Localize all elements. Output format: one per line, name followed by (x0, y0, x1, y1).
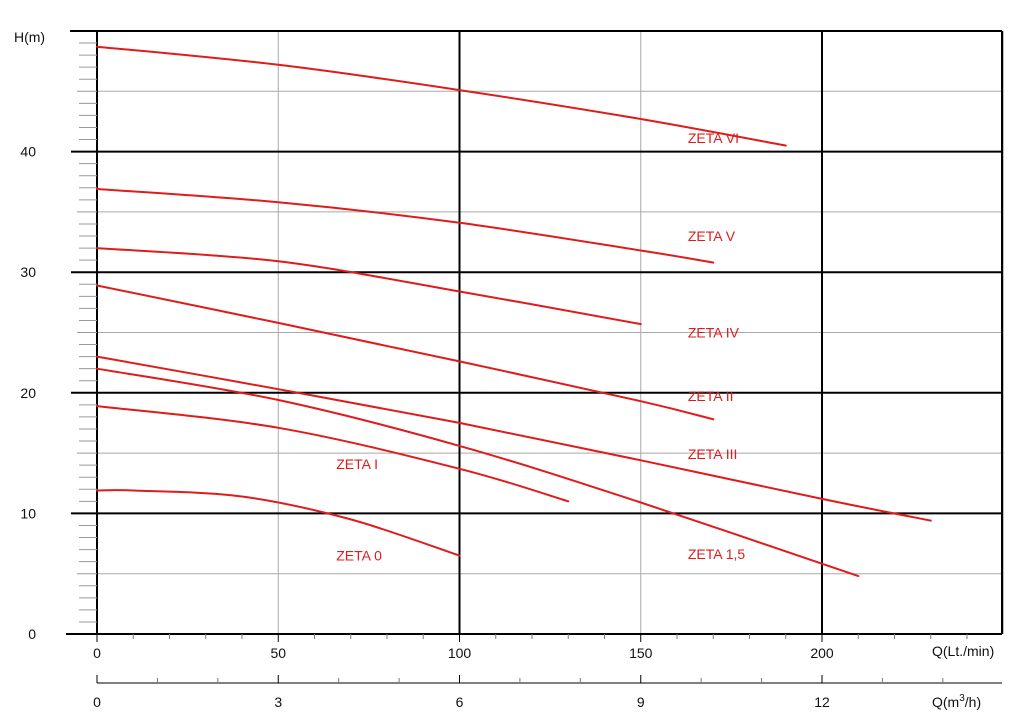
series-labels: ZETA VI ZETA V ZETA IV ZETA II ZETA III ZETA … (336, 130, 745, 563)
y-axis-label: H(m) (14, 29, 45, 45)
x-tick-label: 150 (629, 645, 653, 661)
axes (66, 30, 1003, 684)
series-line-3 (96, 284, 715, 421)
series-label-5: ZETA 1,5 (688, 546, 746, 562)
series-line-0 (96, 45, 787, 147)
y-tick-label: 10 (20, 505, 36, 521)
series-lines (96, 45, 932, 578)
series-line-1 (96, 188, 715, 264)
series-line-2 (96, 247, 642, 326)
y-tick-label: 30 (20, 264, 36, 280)
x-tick-label: 200 (810, 645, 834, 661)
minor-grid (97, 31, 1004, 634)
series-label-0: ZETA VI (688, 130, 739, 146)
series-line-4 (96, 355, 932, 522)
series-label-7: ZETA 0 (336, 547, 382, 563)
series-line-6 (96, 405, 570, 503)
tick-labels: 0 10 20 30 40 0 50 100 150 200 0 3 6 9 12 (20, 144, 833, 710)
x2-axis-label: Q(m3/h) (932, 693, 981, 710)
series-label-4: ZETA III (688, 446, 738, 462)
x2-tick-label: 3 (274, 694, 282, 710)
series-label-2: ZETA IV (688, 324, 740, 340)
series-line-5 (96, 367, 860, 578)
x2-tick-label: 12 (814, 694, 830, 710)
x-tick-label: 100 (448, 645, 472, 661)
series-label-1: ZETA V (688, 228, 736, 244)
x-tick-label: 0 (93, 645, 101, 661)
y-tick-label: 40 (20, 144, 36, 160)
x2-tick-label: 9 (637, 694, 645, 710)
x-tick-label: 50 (270, 645, 286, 661)
major-grid (97, 31, 1002, 634)
x2-tick-label: 6 (456, 694, 464, 710)
x-axis-label: Q(Lt./min) (932, 643, 994, 659)
series-line-7 (96, 489, 461, 557)
tick-marks (71, 30, 968, 683)
y-tick-label: 0 (28, 626, 36, 642)
x2-tick-label: 0 (93, 694, 101, 710)
series-label-3: ZETA II (688, 388, 734, 404)
y-tick-label: 20 (20, 385, 36, 401)
series-label-6: ZETA I (336, 456, 378, 472)
